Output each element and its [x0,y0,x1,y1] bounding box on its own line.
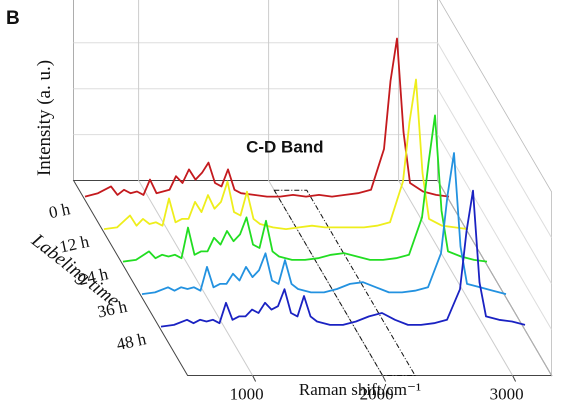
wall-grid [437,134,553,330]
x-tick-label: 2000 [360,385,394,402]
tick-mark [512,375,517,382]
row-label: 12 h [58,232,92,257]
side-wall [437,0,552,377]
panel-label: B [6,8,20,29]
wall-grid [437,42,553,239]
spectrum-line [160,189,526,328]
x-axis-label: Raman shift/cm⁻¹ [299,380,421,399]
spectrum-line [103,78,469,230]
y-axis-label: Intensity (a. u.) [34,60,55,176]
x-tick-label: 3000 [490,385,524,402]
spectrum-line [84,37,450,198]
annotation: C-D Band [246,138,323,157]
row-label: 0 h [47,199,72,222]
wall-grid [437,88,553,284]
tick-mark [382,375,387,382]
spectrum-line [141,152,507,295]
tick-mark [252,375,257,382]
grid-line [398,180,514,376]
grid-line [138,180,254,376]
cd-band-box [273,189,416,376]
row-label: 48 h [115,329,149,354]
x-tick-label: 1000 [230,385,264,402]
spectrum-line [122,114,488,263]
